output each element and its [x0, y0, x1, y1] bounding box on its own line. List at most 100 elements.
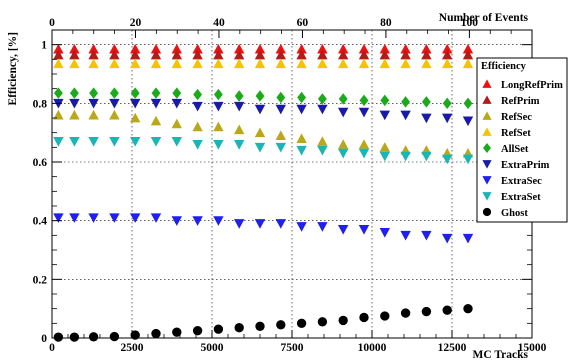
legend-marker-ghost — [482, 207, 492, 217]
y-tick-label: 1 — [41, 40, 47, 52]
y-tick-label: 0.4 — [33, 216, 48, 228]
marker-refset — [213, 58, 224, 69]
legend-label-allset: AllSet — [501, 144, 529, 155]
marker-allset — [234, 90, 244, 102]
marker-extrasec — [53, 213, 64, 223]
marker-extraprim — [213, 101, 224, 112]
legend-box — [476, 57, 568, 223]
data-markers — [53, 43, 474, 342]
x-axis-title: MC Tracks — [473, 349, 529, 360]
marker-extrasec — [462, 233, 474, 244]
marker-refprim — [213, 49, 224, 60]
legend-label-extrasec: ExtraSec — [501, 176, 542, 187]
marker-extraprim — [462, 116, 474, 127]
marker-ghost — [172, 327, 182, 337]
marker-refprim — [317, 49, 328, 60]
marker-extrasec — [234, 219, 245, 229]
marker-refset — [254, 58, 266, 69]
marker-refprim — [192, 49, 203, 60]
marker-longrefprim — [213, 43, 224, 54]
marker-extrasec — [400, 230, 411, 241]
marker-longrefprim — [130, 43, 141, 54]
marker-refprim — [400, 49, 411, 60]
marker-refset — [421, 58, 432, 69]
marker-refprim — [338, 49, 349, 60]
x-tick-label: 7500 — [281, 342, 304, 354]
marker-longrefprim — [88, 43, 99, 54]
marker-refprim — [296, 49, 307, 60]
marker-refsec — [192, 121, 203, 132]
marker-extraprim — [379, 110, 390, 121]
marker-refsec — [338, 139, 349, 149]
marker-refset — [192, 58, 203, 69]
x-tick-label: 2500 — [121, 342, 144, 354]
marker-ghost — [296, 318, 307, 329]
marker-ghost — [192, 325, 203, 336]
marker-refsec — [109, 109, 120, 120]
marker-refsec — [130, 112, 141, 123]
marker-refset — [88, 58, 99, 69]
marker-extraset — [171, 137, 182, 147]
marker-refsec — [379, 142, 390, 152]
marker-longrefprim — [358, 43, 370, 54]
legend-label-refsec: RefSec — [501, 112, 532, 123]
marker-refset — [275, 58, 286, 69]
marker-extraprim — [358, 107, 370, 118]
marker-longrefprim — [296, 43, 307, 54]
marker-refprim — [254, 49, 266, 60]
marker-allset — [213, 88, 223, 101]
plot-frame — [51, 29, 533, 339]
legend-marker-extraset — [482, 192, 492, 201]
marker-ghost — [109, 331, 120, 342]
marker-extraset — [442, 154, 453, 165]
marker-extraprim — [338, 107, 349, 118]
marker-extraprim — [192, 101, 203, 112]
marker-refprim — [109, 49, 120, 60]
marker-allset — [193, 88, 203, 101]
marker-ghost — [317, 317, 328, 327]
top-tick-label: 60 — [297, 17, 309, 29]
y-tick-label: 0 — [41, 333, 47, 345]
marker-extraprim — [88, 98, 99, 109]
marker-extraset — [462, 154, 474, 165]
marker-allset — [401, 96, 411, 108]
marker-allset — [359, 94, 369, 107]
marker-longrefprim — [53, 43, 64, 54]
marker-longrefprim — [400, 43, 411, 54]
marker-refset — [69, 58, 80, 69]
marker-refsec — [213, 121, 224, 132]
marker-extraprim — [275, 104, 286, 115]
marker-extraprim — [442, 113, 453, 124]
marker-refset — [130, 58, 141, 69]
marker-extraset — [275, 142, 286, 153]
marker-extrasec — [275, 219, 286, 229]
marker-longrefprim — [442, 43, 453, 54]
marker-extraprim — [421, 113, 432, 124]
top-tick-label: 20 — [130, 17, 142, 29]
marker-ghost — [88, 332, 99, 342]
top-tick-label: 0 — [49, 17, 55, 29]
marker-refset — [338, 58, 349, 69]
legend-label-longrefprim: LongRefPrim — [501, 80, 563, 91]
marker-refprim — [275, 49, 286, 60]
legend-label-refprim: RefPrim — [501, 96, 540, 107]
legend-title: Efficiency — [481, 61, 527, 72]
marker-allset — [442, 97, 452, 110]
y-tick-label: 0.2 — [33, 274, 48, 286]
marker-refset — [442, 58, 453, 69]
marker-extrasec — [213, 216, 224, 226]
marker-refprim — [379, 49, 390, 60]
marker-extrasec — [69, 213, 80, 223]
marker-extraset — [150, 137, 162, 147]
marker-extraset — [88, 137, 99, 147]
marker-refprim — [88, 49, 99, 60]
marker-ghost — [151, 328, 161, 339]
marker-extraset — [130, 137, 141, 147]
legend-label-refset: RefSet — [501, 128, 531, 139]
marker-extrasec — [338, 225, 349, 235]
legend-marker-refprim — [482, 95, 492, 104]
marker-longrefprim — [69, 43, 80, 54]
marker-extraset — [254, 142, 266, 153]
marker-ghost — [442, 305, 452, 315]
